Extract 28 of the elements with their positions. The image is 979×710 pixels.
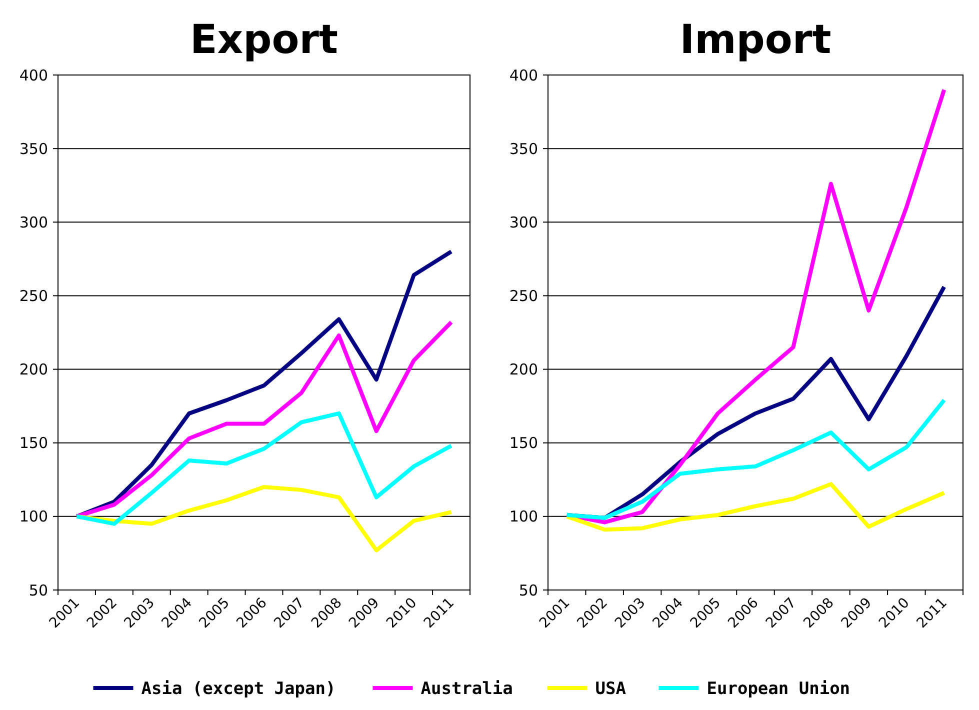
legend-label: USA: [595, 678, 626, 699]
y-tick-label: 150: [509, 434, 538, 452]
y-tick-label: 250: [509, 286, 538, 305]
y-tick-label: 300: [509, 213, 538, 232]
y-tick-label: 350: [19, 140, 48, 158]
chart-title: Export: [190, 17, 338, 63]
chart-title: Import: [680, 17, 832, 63]
line-series: [564, 482, 946, 532]
y-tick-label: 50: [518, 581, 538, 600]
y-tick-label: 350: [509, 140, 538, 158]
line-series: [74, 485, 454, 552]
line-series: [564, 88, 946, 524]
legend-label: Asia (except Japan): [141, 678, 336, 699]
y-tick-label: 200: [19, 360, 48, 379]
y-tick-label: 100: [19, 508, 48, 526]
y-tick-label: 400: [19, 66, 48, 84]
y-tick-label: 250: [19, 286, 48, 305]
legend-label: European Union: [706, 678, 850, 699]
y-tick-label: 50: [28, 581, 48, 600]
y-tick-label: 200: [509, 360, 538, 379]
y-tick-label: 300: [19, 213, 48, 232]
y-tick-label: 100: [509, 508, 538, 526]
legend-label: Australia: [420, 678, 513, 699]
line-series: [74, 411, 454, 526]
line-series: [564, 398, 946, 520]
y-tick-label: 150: [19, 434, 48, 452]
line-series: [74, 320, 454, 518]
y-tick-label: 400: [509, 66, 538, 84]
